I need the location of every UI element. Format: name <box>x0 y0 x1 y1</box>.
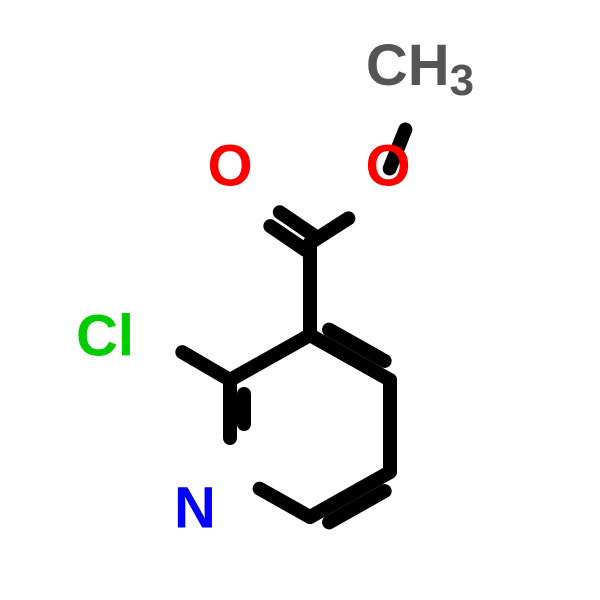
atom-label-ch3: CH3 <box>366 33 474 104</box>
atom-label-n: N <box>174 475 216 540</box>
molecule-diagram: CH3 O O Cl N <box>0 0 600 600</box>
atom-label-o2: O <box>365 133 410 198</box>
labels-group: CH3 O O Cl N <box>76 33 474 540</box>
atom-label-o1: O <box>207 133 252 198</box>
atom-label-cl: Cl <box>76 303 134 368</box>
